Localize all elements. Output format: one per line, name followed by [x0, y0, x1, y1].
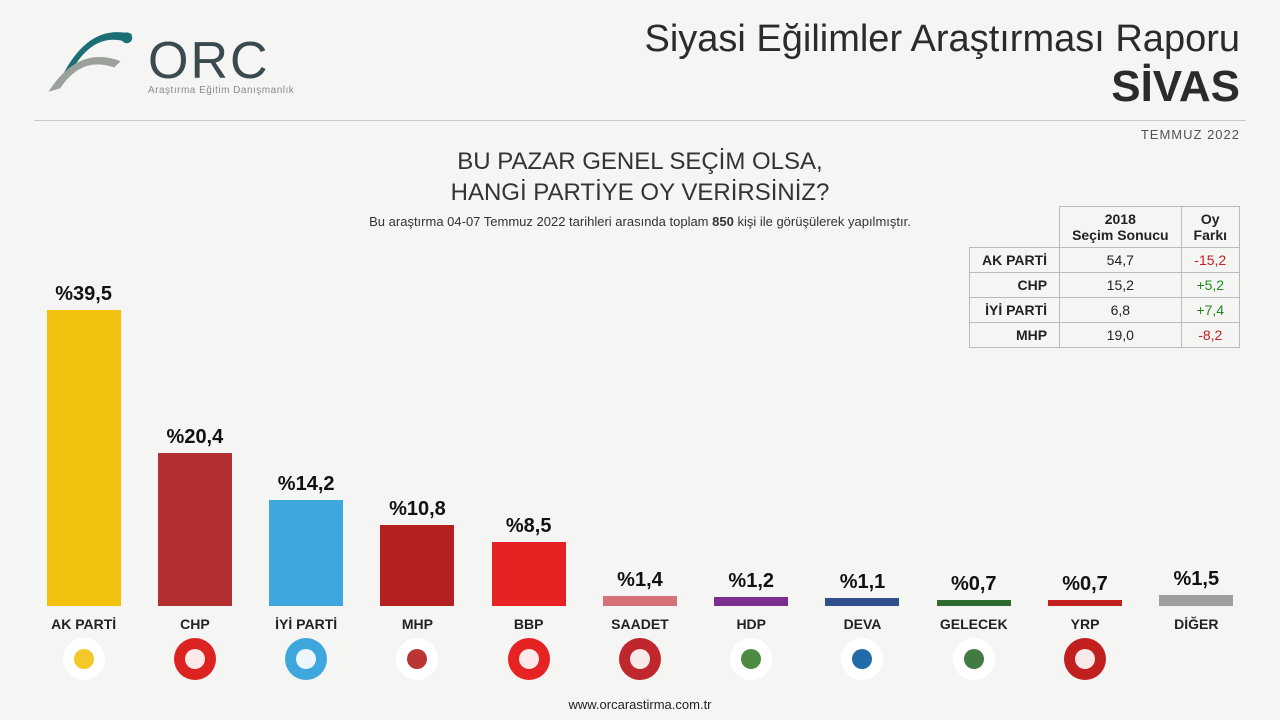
- logo-text: ORC: [148, 31, 294, 91]
- table-header: 2018Seçim Sonucu: [1060, 207, 1181, 248]
- bar: [47, 310, 121, 606]
- bar-col: %20,4 CHP: [145, 426, 244, 680]
- bar: [1159, 595, 1233, 606]
- cell-party: MHP: [969, 323, 1059, 348]
- logo-mark-icon: [34, 18, 144, 108]
- bar-value: %39,5: [55, 283, 112, 306]
- bar-value: %14,2: [278, 473, 335, 496]
- bar-label: AK PARTİ: [51, 616, 116, 632]
- bar-value: %20,4: [167, 426, 224, 449]
- comparison-table: 2018Seçim SonucuOyFarkı AK PARTİ 54,7 -1…: [969, 206, 1240, 348]
- table-row: CHP 15,2 +5,2: [969, 273, 1239, 298]
- note-bold: 850: [712, 214, 734, 229]
- title-block: Siyasi Eğilimler Araştırması Raporu SİVA…: [644, 18, 1240, 112]
- question-line1: BU PAZAR GENEL SEÇİM OLSA,: [0, 146, 1280, 177]
- note-pre: Bu araştırma 04-07 Temmuz 2022 tarihleri…: [369, 214, 712, 229]
- bar-col: %39,5 AK PARTİ: [34, 283, 133, 680]
- table-row: AK PARTİ 54,7 -15,2: [969, 248, 1239, 273]
- bar-col: %0,7 GELECEK: [924, 573, 1023, 680]
- bar-value: %0,7: [951, 573, 997, 596]
- bar-col: %1,1 DEVA: [813, 571, 912, 680]
- party-icon: [619, 638, 661, 680]
- report-date: TEMMUZ 2022: [0, 121, 1280, 142]
- party-icon: [508, 638, 550, 680]
- bar-label: YRP: [1071, 616, 1100, 632]
- report-city: SİVAS: [644, 62, 1240, 112]
- party-icon: [63, 638, 105, 680]
- cell-prev: 6,8: [1060, 298, 1181, 323]
- bar-value: %8,5: [506, 515, 552, 538]
- bar-col: %8,5 BBP: [479, 515, 578, 680]
- bar-value: %1,5: [1173, 568, 1219, 591]
- question-line2: HANGİ PARTİYE OY VERİRSİNİZ?: [0, 177, 1280, 208]
- party-icon: [285, 638, 327, 680]
- cell-prev: 54,7: [1060, 248, 1181, 273]
- cell-party: İYİ PARTİ: [969, 298, 1059, 323]
- bar-value: %1,2: [728, 570, 774, 593]
- cell-diff: +7,4: [1181, 298, 1239, 323]
- table-header: [969, 207, 1059, 248]
- bar-label: İYİ PARTİ: [275, 616, 337, 632]
- bar: [492, 542, 566, 606]
- bar-value: %1,1: [840, 571, 886, 594]
- bar: [825, 598, 899, 606]
- bar-label: DİĞER: [1174, 616, 1218, 632]
- party-icon: [730, 638, 772, 680]
- bar-col: %1,2 HDP: [702, 570, 801, 680]
- cell-diff: -8,2: [1181, 323, 1239, 348]
- header: ORC Araştırma Eğitim Danışmanlık Siyasi …: [0, 0, 1280, 120]
- bar-col: %14,2 İYİ PARTİ: [257, 473, 356, 681]
- party-icon: [1064, 638, 1106, 680]
- bar-label: MHP: [402, 616, 433, 632]
- bar: [269, 500, 343, 607]
- bar: [937, 600, 1011, 606]
- bar-col: %10,8 MHP: [368, 498, 467, 680]
- cell-party: AK PARTİ: [969, 248, 1059, 273]
- party-icon: [841, 638, 883, 680]
- bar-label: HDP: [736, 616, 766, 632]
- bar: [380, 525, 454, 606]
- bar-value: %1,4: [617, 569, 663, 592]
- cell-diff: -15,2: [1181, 248, 1239, 273]
- note-post: kişi ile görüşülerek yapılmıştır.: [734, 214, 911, 229]
- bar-col: %1,5 DİĞER: [1147, 568, 1246, 680]
- bar: [603, 596, 677, 607]
- bar-label: GELECEK: [940, 616, 1008, 632]
- bar-col: %0,7 YRP: [1035, 573, 1134, 680]
- cell-party: CHP: [969, 273, 1059, 298]
- bar-label: CHP: [180, 616, 210, 632]
- bar-label: SAADET: [611, 616, 669, 632]
- table-row: MHP 19,0 -8,2: [969, 323, 1239, 348]
- bar: [158, 453, 232, 606]
- logo-subtext: Araştırma Eğitim Danışmanlık: [148, 85, 294, 96]
- party-icon: [953, 638, 995, 680]
- bar-label: DEVA: [844, 616, 882, 632]
- bar-label: BBP: [514, 616, 544, 632]
- cell-prev: 15,2: [1060, 273, 1181, 298]
- bar-value: %10,8: [389, 498, 446, 521]
- cell-diff: +5,2: [1181, 273, 1239, 298]
- cell-prev: 19,0: [1060, 323, 1181, 348]
- bar: [1048, 600, 1122, 606]
- table-row: İYİ PARTİ 6,8 +7,4: [969, 298, 1239, 323]
- table-header: OyFarkı: [1181, 207, 1239, 248]
- bar-value: %0,7: [1062, 573, 1108, 596]
- party-icon: [396, 638, 438, 680]
- footer-url: www.orcarastirma.com.tr: [0, 697, 1280, 712]
- report-title: Siyasi Eğilimler Araştırması Raporu: [644, 18, 1240, 62]
- bar-col: %1,4 SAADET: [590, 569, 689, 681]
- logo: ORC Araştırma Eğitim Danışmanlık: [34, 18, 294, 108]
- bar: [714, 597, 788, 606]
- party-icon: [174, 638, 216, 680]
